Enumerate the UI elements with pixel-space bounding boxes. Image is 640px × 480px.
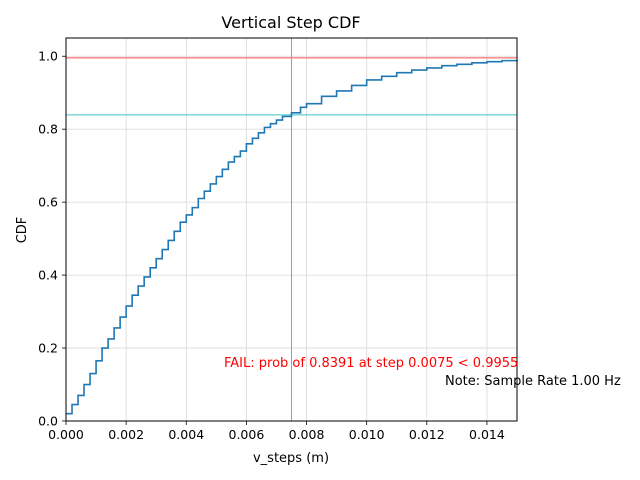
x-tick-label: 0.012 [409,427,445,442]
x-tick-label: 0.008 [289,427,325,442]
y-tick-label: 1.0 [38,49,58,64]
series-layer [66,59,518,415]
plot-frame [65,37,518,422]
y-tick-label: 0.4 [38,268,58,283]
x-tick-label: 0.000 [48,427,84,442]
y-axis-label: CDF [15,217,30,244]
cdf-step-line [66,59,518,415]
x-tick-label: 0.014 [469,427,505,442]
x-tick-label: 0.004 [168,427,204,442]
x-tick-label: 0.006 [229,427,265,442]
y-tick-label: 0.2 [38,341,58,356]
x-axis: 0.000 0.002 0.004 0.006 0.008 0.010 0.012 0.014 [48,421,505,442]
sample-rate-note: Note: Sample Rate 1.00 Hz [445,374,621,389]
x-tick-label: 0.010 [349,427,385,442]
chart-title: Vertical Step CDF [221,13,360,32]
x-axis-label: v_steps (m) [253,451,329,466]
y-tick-label: 0.6 [38,195,58,210]
x-tick-label: 0.002 [108,427,144,442]
y-tick-label: 0.0 [38,414,58,429]
y-axis: 0.0 0.2 0.4 0.6 0.8 1.0 [38,49,66,429]
y-tick-label: 0.8 [38,122,58,137]
fail-annotation: FAIL: prob of 0.8391 at step 0.0075 < 0.… [224,356,518,371]
